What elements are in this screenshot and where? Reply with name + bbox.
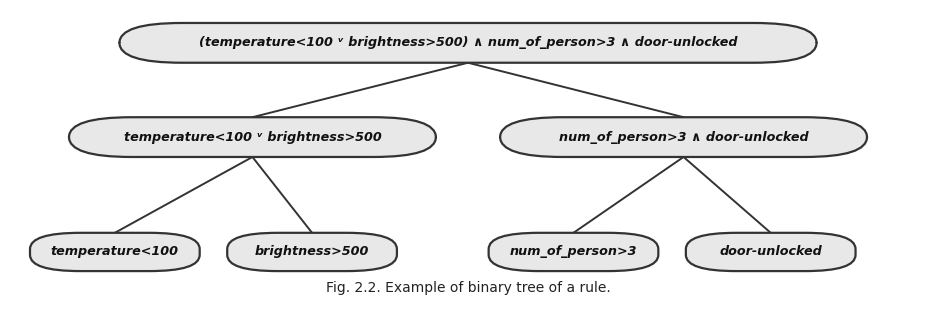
Text: brightness>500: brightness>500 <box>255 246 369 259</box>
FancyBboxPatch shape <box>227 233 397 271</box>
Text: num_of_person>3 ∧ door-unlocked: num_of_person>3 ∧ door-unlocked <box>559 131 809 144</box>
Text: door-unlocked: door-unlocked <box>720 246 822 259</box>
Text: Fig. 2.2. Example of binary tree of a rule.: Fig. 2.2. Example of binary tree of a ru… <box>326 281 610 294</box>
FancyBboxPatch shape <box>30 233 199 271</box>
FancyBboxPatch shape <box>120 23 816 63</box>
FancyBboxPatch shape <box>500 117 867 157</box>
FancyBboxPatch shape <box>489 233 658 271</box>
FancyBboxPatch shape <box>686 233 856 271</box>
Text: (temperature<100 ᵛ brightness>500) ∧ num_of_person>3 ∧ door-unlocked: (temperature<100 ᵛ brightness>500) ∧ num… <box>198 36 738 49</box>
Text: temperature<100: temperature<100 <box>51 246 179 259</box>
Text: num_of_person>3: num_of_person>3 <box>510 246 637 259</box>
FancyBboxPatch shape <box>69 117 436 157</box>
Text: temperature<100 ᵛ brightness>500: temperature<100 ᵛ brightness>500 <box>124 131 381 144</box>
